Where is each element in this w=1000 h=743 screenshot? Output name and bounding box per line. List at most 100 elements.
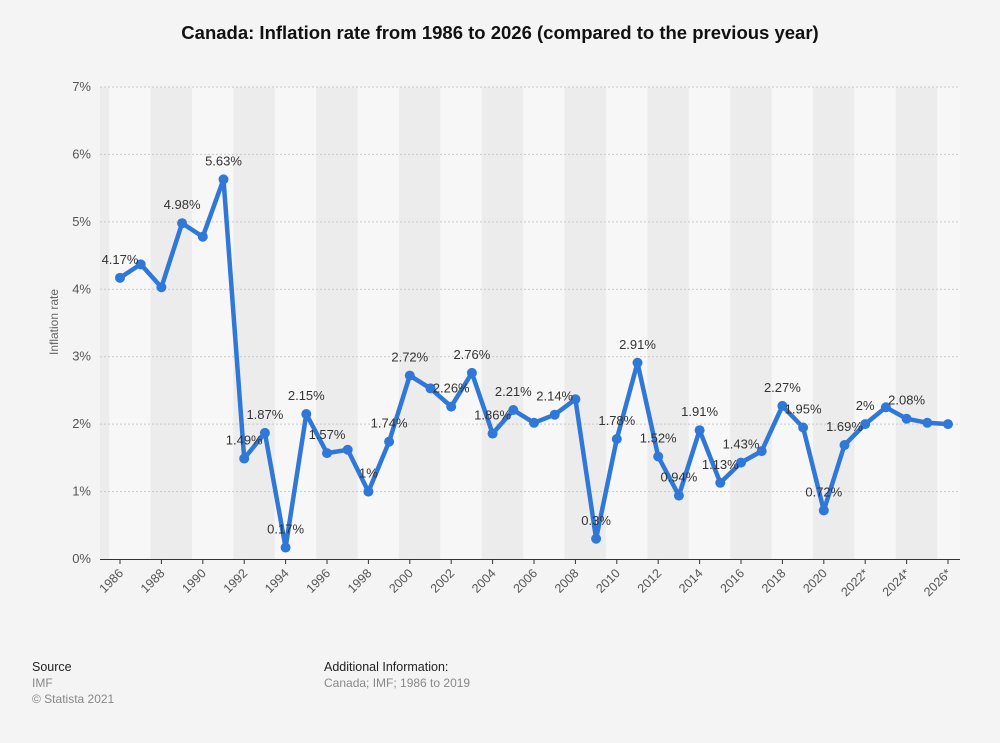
data-point[interactable] <box>653 451 664 462</box>
data-point[interactable] <box>673 490 684 501</box>
band <box>688 87 731 559</box>
data-label: 2.08% <box>888 393 925 408</box>
data-label: 2% <box>856 398 875 413</box>
data-label: 2.27% <box>764 380 801 395</box>
x-tick-label: 1986 <box>97 566 127 596</box>
data-point[interactable] <box>404 370 415 381</box>
data-point[interactable] <box>922 417 933 428</box>
source-heading: Source <box>32 660 72 674</box>
copyright[interactable]: © Statista 2021 <box>32 692 115 706</box>
band <box>771 87 813 559</box>
y-tick-label: 6% <box>72 146 91 161</box>
data-point[interactable] <box>280 542 291 553</box>
data-point[interactable] <box>363 486 374 497</box>
data-point[interactable] <box>736 457 746 468</box>
data-point[interactable] <box>529 417 539 428</box>
x-tick-label: 1996 <box>304 566 334 596</box>
data-label: 2.15% <box>288 388 325 403</box>
data-label: 4.98% <box>164 197 201 212</box>
data-point[interactable] <box>197 231 208 242</box>
y-tick-label: 7% <box>72 79 91 94</box>
data-label: 2.72% <box>391 350 428 365</box>
band <box>191 87 234 559</box>
data-point[interactable] <box>839 440 850 451</box>
data-point[interactable] <box>156 282 167 293</box>
data-point[interactable] <box>135 259 146 270</box>
additional-info-block: Additional Information: Canada; IMF; 198… <box>324 659 470 691</box>
data-label: 0.3% <box>581 513 611 528</box>
data-point[interactable] <box>508 404 519 415</box>
x-axis-ticks: 1986 1988 1990 1992 1994 1996 1998 2000 2002 2004… <box>97 559 954 599</box>
data-label: 1.43% <box>723 437 760 452</box>
source-name[interactable]: IMF <box>32 676 53 690</box>
x-tick-label: 1994 <box>262 566 292 596</box>
data-point[interactable] <box>694 425 705 436</box>
data-label: 1% <box>359 466 378 481</box>
data-point[interactable] <box>943 419 953 430</box>
data-point[interactable] <box>591 533 602 544</box>
data-point[interactable] <box>798 422 809 433</box>
data-point[interactable] <box>239 453 250 464</box>
chart-title: Canada: Inflation rate from 1986 to 2026… <box>181 22 819 43</box>
data-label: 1.69% <box>826 419 863 434</box>
band <box>937 87 960 559</box>
data-point[interactable] <box>384 436 395 447</box>
data-label: 2.21% <box>495 384 532 399</box>
data-label: 4.17% <box>102 252 139 267</box>
data-labels: 4.17% 4.98% 5.63% 1.49% 1.87% 0.17% 2.15% 1.57%… <box>102 153 926 536</box>
x-tick-label: 1992 <box>221 566 251 596</box>
y-tick-label: 1% <box>72 484 91 499</box>
band <box>440 87 482 559</box>
data-label: 2.26% <box>433 381 470 396</box>
data-point[interactable] <box>259 427 270 438</box>
band <box>523 87 565 559</box>
data-point[interactable] <box>301 409 312 420</box>
data-point[interactable] <box>860 419 871 430</box>
data-point[interactable] <box>342 444 353 455</box>
data-label: 2.91% <box>619 337 656 352</box>
source-block: Source IMF © Statista 2021 <box>32 659 114 707</box>
data-label: 2.14% <box>536 389 573 404</box>
data-label: 1.91% <box>681 404 718 419</box>
data-label: 1.57% <box>309 427 346 442</box>
data-point[interactable] <box>818 505 829 516</box>
data-label: 1.13% <box>702 457 739 472</box>
x-tick-label: 1998 <box>345 566 375 596</box>
data-point[interactable] <box>901 413 912 424</box>
x-tick-label: 2004 <box>469 566 499 596</box>
data-point[interactable] <box>466 367 477 378</box>
data-label: 1.49% <box>226 433 263 448</box>
y-axis-ticks: 0% 1% 2% 3% 4% 5% 6% 7% <box>72 79 91 566</box>
data-point[interactable] <box>880 402 891 413</box>
x-tick-label: 2002 <box>428 566 458 596</box>
x-tick-label: 2014 <box>676 566 706 596</box>
data-point[interactable] <box>322 448 332 459</box>
data-point[interactable] <box>549 409 560 420</box>
data-point[interactable] <box>115 272 125 283</box>
band <box>854 87 896 559</box>
data-point[interactable] <box>487 428 498 439</box>
additional-info-heading: Additional Information: <box>324 660 449 674</box>
data-point[interactable] <box>756 446 767 457</box>
additional-info-text: Canada; IMF; 1986 to 2019 <box>324 676 471 690</box>
data-point[interactable] <box>611 433 622 444</box>
data-label: 2.76% <box>453 347 490 362</box>
x-tick-label: 2010 <box>593 566 623 596</box>
data-point[interactable] <box>777 400 788 411</box>
data-label: 0.17% <box>267 522 304 537</box>
data-point[interactable] <box>570 394 581 405</box>
data-label: 1.95% <box>785 402 822 417</box>
data-point[interactable] <box>632 357 643 368</box>
data-points <box>115 174 953 553</box>
y-tick-label: 5% <box>72 214 91 229</box>
data-point[interactable] <box>446 401 457 412</box>
data-point[interactable] <box>177 218 188 229</box>
data-point[interactable] <box>715 477 726 488</box>
data-point[interactable] <box>425 383 436 394</box>
data-label: 1.74% <box>371 416 408 431</box>
data-label: 1.52% <box>640 431 677 446</box>
data-point[interactable] <box>218 174 229 185</box>
y-tick-label: 2% <box>72 416 91 431</box>
x-tick-label: 1990 <box>179 566 209 596</box>
